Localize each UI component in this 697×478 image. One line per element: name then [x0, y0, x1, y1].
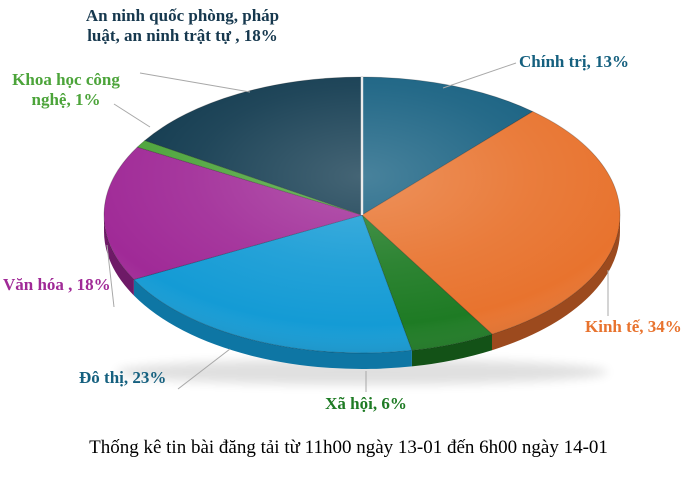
pie-label-an-ninh: An ninh quốc phòng, pháp luật, an ninh t…: [85, 6, 280, 46]
pie-label-khoa-hoc: Khoa học công nghệ, 1%: [12, 70, 120, 110]
leader-line-khoa-hoc: [113, 103, 151, 128]
pie-label-xa-hoi: Xã hội, 6%: [325, 394, 407, 413]
leader-line-van-hoa: [106, 244, 115, 308]
pie-label-van-hoa: Văn hóa , 18%: [3, 275, 111, 294]
chart-caption: Thống kê tin bài đăng tải từ 11h00 ngày …: [89, 437, 608, 458]
leader-line-do-thi: [177, 348, 231, 390]
pie-label-chinh-tri: Chính trị, 13%: [519, 52, 630, 71]
pie-label-kinh-te: Kinh tế, 34%: [585, 317, 682, 336]
pie-shadow: [116, 359, 608, 385]
leader-lines: [106, 62, 609, 392]
pie-label-do-thi: Đô thị, 23%: [79, 368, 167, 387]
leader-line-an-ninh: [139, 72, 251, 93]
leader-line-chinh-tri: [442, 62, 517, 89]
